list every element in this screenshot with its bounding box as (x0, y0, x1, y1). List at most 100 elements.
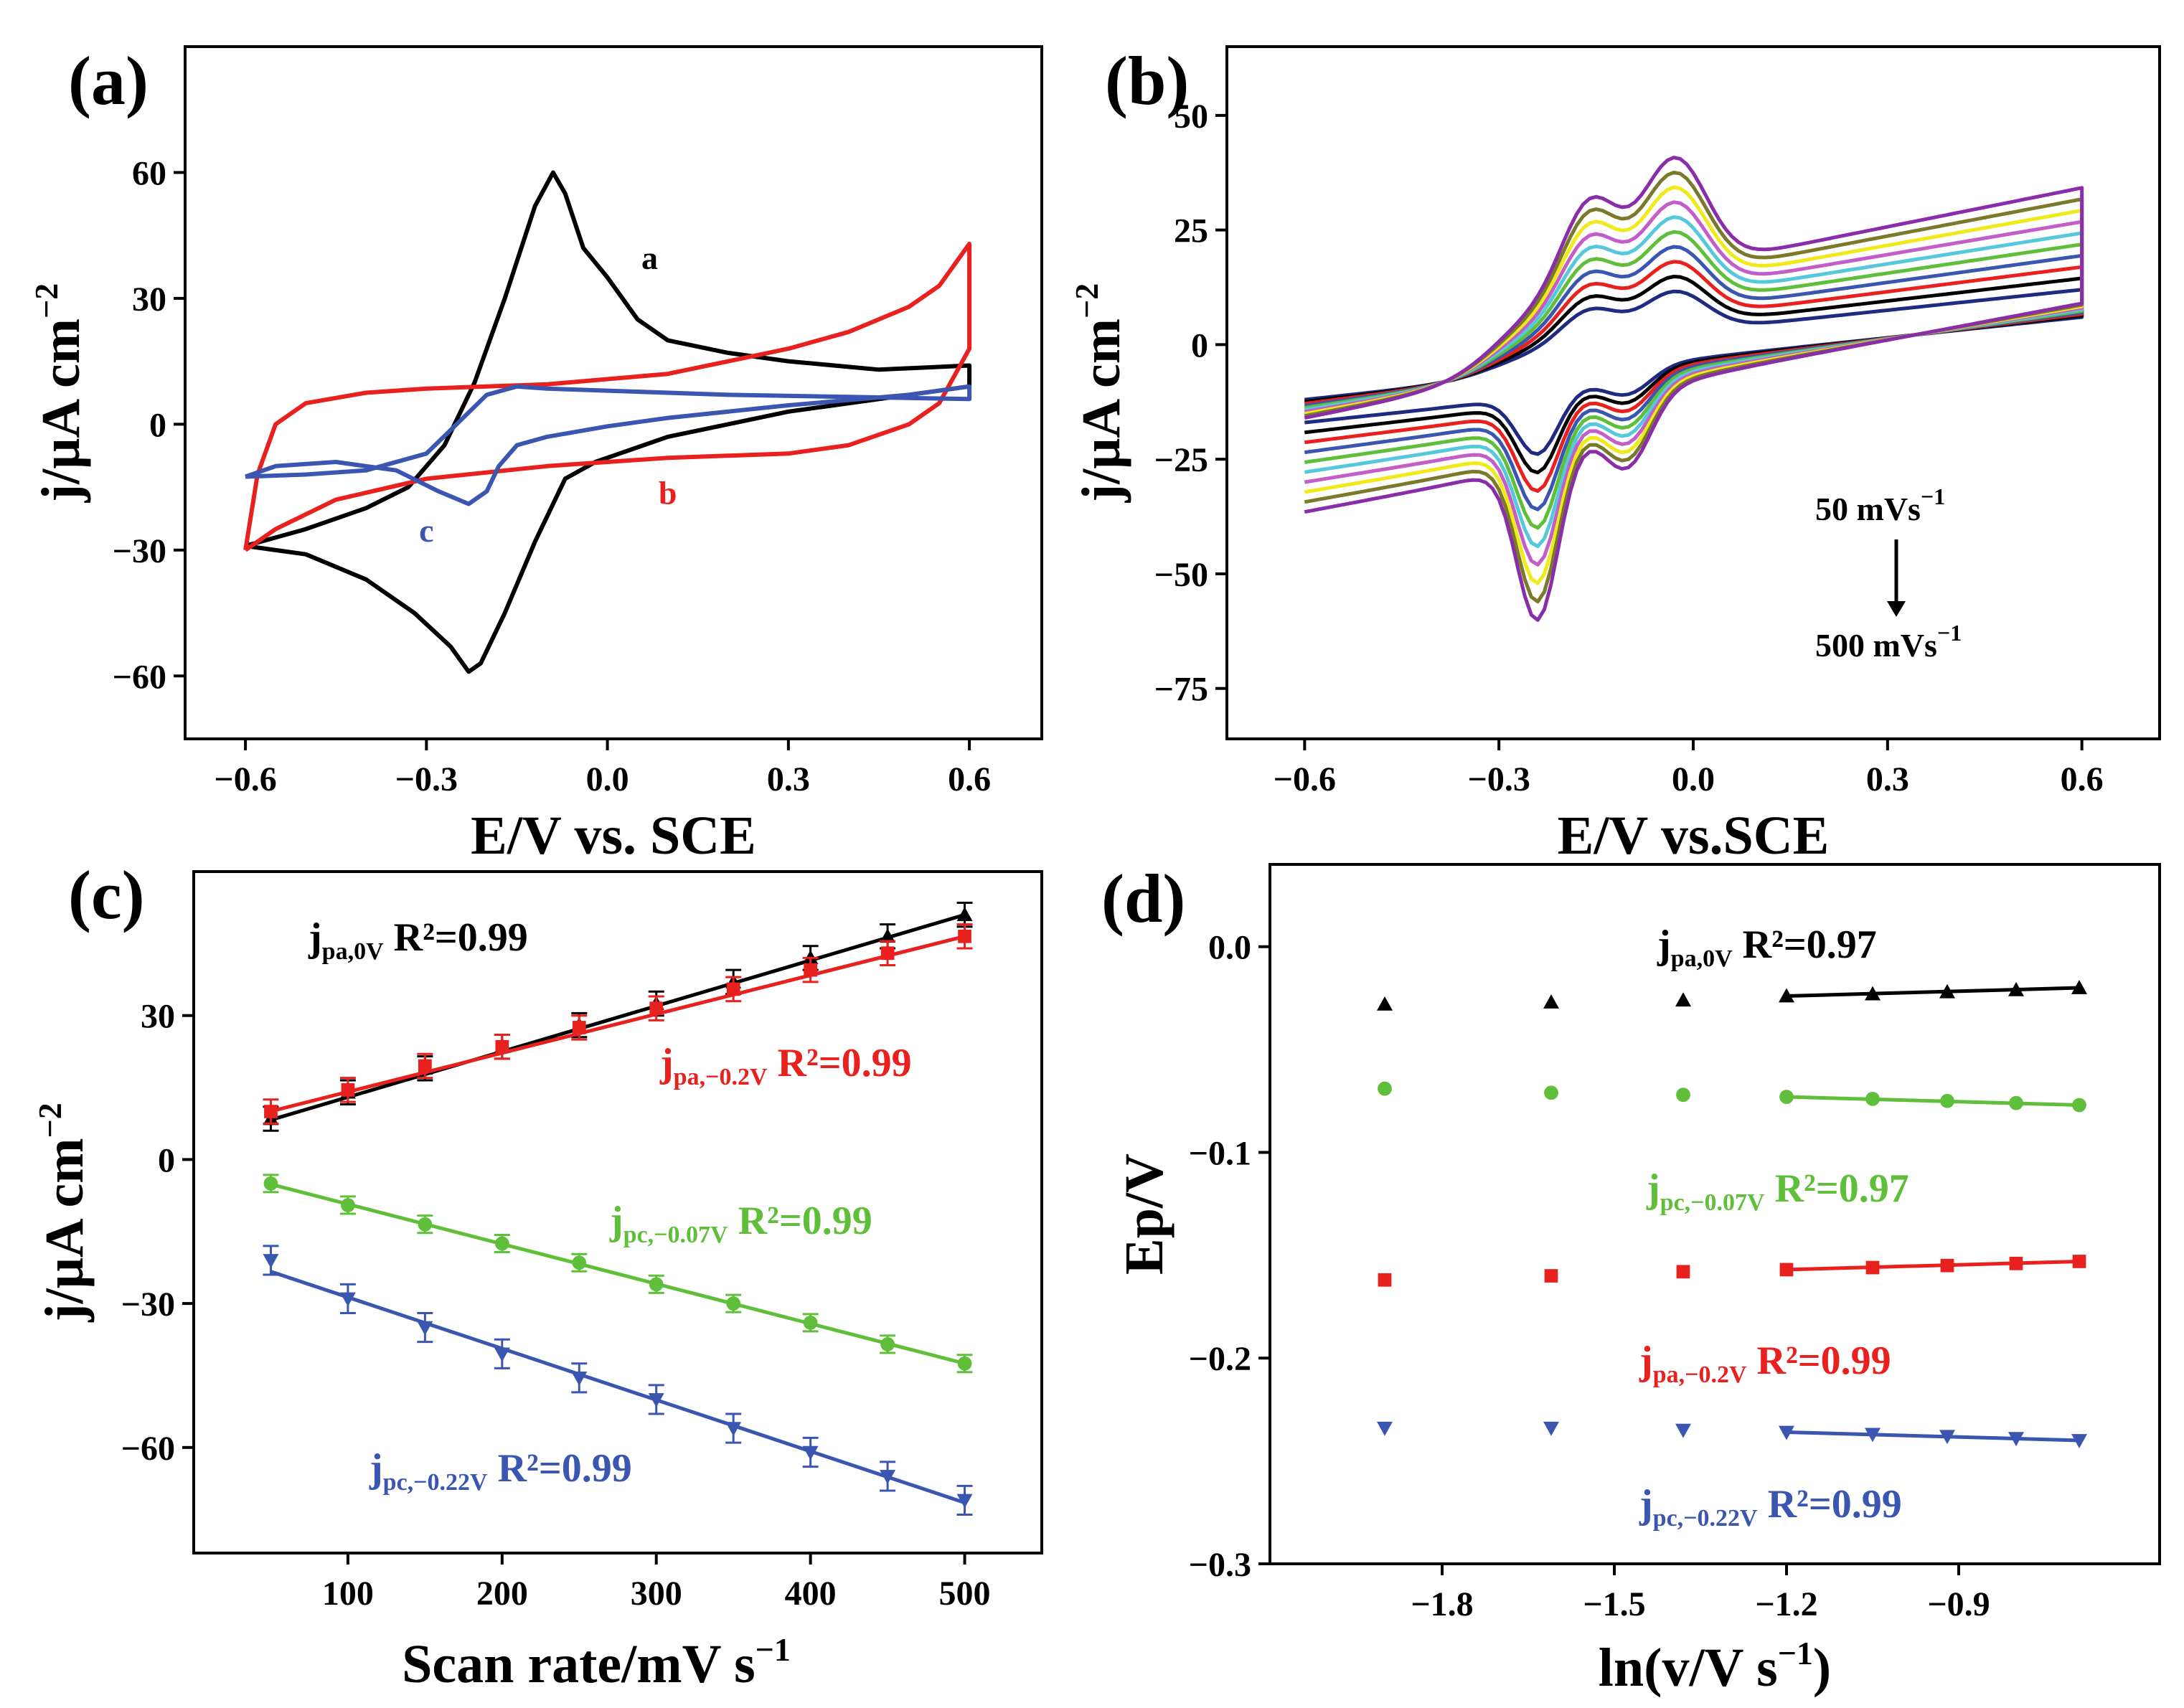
x-tick-label: −1.2 (1755, 1585, 1817, 1623)
triangle-down-marker (648, 1393, 664, 1407)
triangle-down-marker (417, 1321, 433, 1336)
fit-annotation: jpa,−0.2V R²=0.99 (1639, 1339, 1891, 1388)
panel-label: (c) (68, 857, 145, 933)
square-marker (726, 982, 740, 996)
scan-end-label-part: −1 (1937, 620, 1962, 646)
panel-d: −1.8 −1.5 −1.2 −0.9−0.3−0.2−0.10.0 jpa,0V R²… (1101, 860, 2161, 1698)
circle-marker (803, 1315, 818, 1330)
fit-annotation: jpa,0V R²=0.97 (1657, 923, 1877, 972)
fit-annotation: jpa,−0.2V R²=0.99 (659, 1041, 912, 1090)
triangle-up-marker (1543, 994, 1559, 1009)
x-tick-label: 400 (785, 1575, 837, 1613)
scan-arrow-head (1887, 601, 1906, 617)
square-marker (649, 1001, 664, 1016)
y-tick-label: −0.3 (1189, 1546, 1251, 1584)
fit-annotation: jpc,−0.22V R²=0.99 (1639, 1482, 1902, 1532)
circle-marker (649, 1277, 664, 1292)
square-marker (958, 929, 971, 943)
y-axis-title-part: −2 (1068, 283, 1105, 319)
square-marker (341, 1083, 355, 1097)
fit-annotation-part: j (609, 1199, 623, 1243)
x-axis-title: E/V vs.SCE (1558, 806, 1830, 866)
circle-marker (572, 1255, 587, 1270)
y-axis-title: j/μA cm−2 (32, 1103, 95, 1322)
fit-annotation-part: pc,−0.22V (383, 1469, 488, 1496)
triangle-down-marker (1675, 1423, 1691, 1438)
triangle-down-marker (571, 1372, 588, 1386)
circle-marker (726, 1296, 741, 1311)
fit-annotation-part: j (1646, 1166, 1660, 1211)
x-tick-label: 200 (476, 1575, 528, 1613)
triangle-down-marker (1779, 1425, 1794, 1440)
triangle-up-marker (1865, 986, 1881, 1001)
y-tick-label: 30 (132, 280, 166, 319)
x-tick-label: 0.0 (1672, 760, 1715, 798)
y-axis-title: Ep/V (1114, 1153, 1175, 1275)
triangle-down-marker (339, 1292, 356, 1307)
fit-annotation-part: j (1639, 1339, 1653, 1383)
y-tick-label: −30 (113, 532, 166, 570)
y-tick-label: 30 (141, 998, 175, 1036)
plot-frame (184, 45, 1043, 740)
square-marker (1378, 1273, 1392, 1287)
y-tick-label: −75 (1154, 671, 1208, 709)
fit-annotation: jpc,−0.07V R²=0.97 (1646, 1166, 1909, 1216)
triangle-down-marker (1939, 1430, 1955, 1445)
triangle-up-marker (1939, 983, 1955, 999)
circle-marker (494, 1236, 509, 1251)
circle-marker (957, 1356, 972, 1371)
panel-label: (b) (1105, 42, 1189, 119)
triangle-down-marker (802, 1445, 819, 1461)
circle-marker (2009, 1095, 2023, 1110)
fit-line-jpc,−0.22V (270, 1270, 966, 1505)
plot-frame (192, 870, 1043, 1554)
y-axis-title-part: j/μA cm (34, 1138, 95, 1322)
fit-line-jpc,−0.07V (270, 1182, 966, 1366)
square-marker (1779, 1263, 1794, 1277)
y-tick-label: 25 (1174, 212, 1208, 250)
square-marker (418, 1059, 432, 1073)
fit-annotation-part: pa,0V (322, 938, 384, 965)
x-tick-label: −0.3 (395, 760, 458, 798)
triangle-up-marker (2071, 980, 2087, 994)
y-tick-label: 0 (158, 1141, 175, 1179)
y-tick-label: −0.2 (1189, 1340, 1251, 1378)
y-axis-title: j/μA cm−2 (1068, 283, 1131, 503)
fit-annotation: jpc,−0.22V R²=0.99 (369, 1446, 632, 1496)
fit-line-jpa,−0.2V (270, 934, 966, 1113)
y-tick-label: −50 (1154, 556, 1208, 594)
x-tick-label: 300 (631, 1575, 682, 1613)
triangle-down-marker (263, 1254, 279, 1268)
cv-curve-500mVs (1304, 156, 2084, 622)
circle-marker (2072, 1098, 2086, 1113)
y-tick-label: 50 (1174, 98, 1208, 136)
fit-annotation: jpa,0V R²=0.99 (308, 915, 528, 965)
y-tick-label: −0.1 (1189, 1134, 1251, 1172)
fit-annotation-part: j (659, 1041, 674, 1085)
fit-annotation-part: j (308, 915, 322, 960)
circle-marker (1544, 1085, 1558, 1100)
square-marker (2072, 1255, 2086, 1268)
square-marker (880, 946, 895, 961)
square-marker (1940, 1258, 1954, 1273)
cv-curve-a (245, 170, 972, 674)
square-marker (2009, 1256, 2023, 1270)
square-marker (572, 1021, 586, 1034)
circle-marker (1940, 1093, 1954, 1108)
x-tick-label: −1.8 (1411, 1585, 1473, 1623)
triangle-up-marker (956, 907, 973, 922)
x-tick-label: 0.6 (2061, 760, 2104, 798)
triangle-down-marker (1377, 1421, 1393, 1436)
y-tick-label: 60 (132, 154, 166, 192)
y-tick-label: 0.0 (1208, 929, 1251, 967)
x-axis-title: E/V vs. SCE (471, 806, 756, 866)
square-marker (1544, 1269, 1558, 1283)
curve-label-b: b (659, 474, 677, 511)
y-axis-title-part: −2 (28, 283, 65, 319)
x-axis-title: ln(v/V s−1) (1599, 1635, 1831, 1698)
triangle-down-marker (2008, 1432, 2024, 1447)
x-axis-title: Scan rate/mV s−1 (402, 1631, 791, 1694)
x-tick-label: −0.6 (1274, 760, 1336, 798)
